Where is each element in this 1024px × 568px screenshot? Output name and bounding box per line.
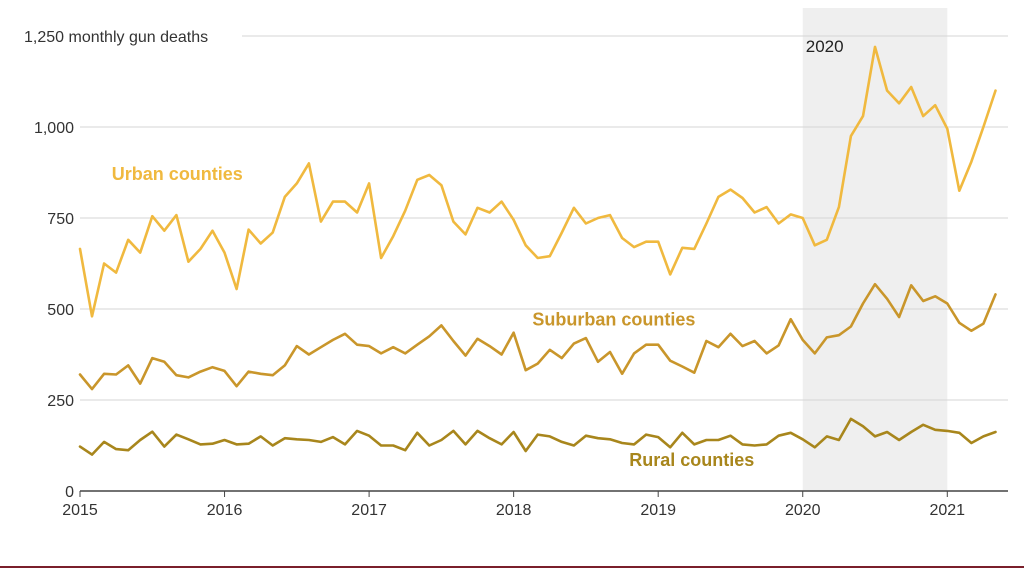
bottom-rule: [0, 566, 1024, 568]
y-axis-tick-labels: 0 250 500 750 1,000 1,250 monthly gun deaths: [24, 29, 208, 501]
series-line-urban-counties: [78, 45, 997, 318]
x-tick-label: 2019: [640, 502, 676, 519]
highlight-band-layer: 2020: [802, 8, 948, 491]
series-label: Suburban counties: [532, 309, 695, 329]
series-label: Rural counties: [629, 450, 754, 470]
x-axis-tick-labels: 2015 2016 2017 2018 2019 2020 2021: [62, 491, 965, 519]
y-tick-label: 750: [47, 211, 74, 228]
x-tick-label: 2016: [207, 502, 243, 519]
series-line-rural-counties: [78, 417, 997, 456]
series-label: Urban counties: [112, 164, 243, 184]
x-tick-label: 2021: [929, 502, 965, 519]
series-line-suburban-counties: [78, 282, 997, 391]
series-lines: [78, 45, 997, 456]
x-tick-label: 2020: [785, 502, 821, 519]
y-tick-label: 250: [47, 393, 74, 410]
highlight-band-label: 2020: [806, 37, 844, 56]
y-tick-label: 0: [65, 484, 74, 501]
y-tick-label: 1,000: [34, 120, 74, 137]
y-tick-label: 500: [47, 302, 74, 319]
x-tick-label: 2018: [496, 502, 532, 519]
x-tick-label: 2015: [62, 502, 98, 519]
gridlines: [80, 35, 1008, 492]
highlight-band-2020: [802, 8, 948, 491]
series-labels: Urban counties Suburban counties Rural cou…: [112, 164, 755, 470]
x-tick-label: 2017: [351, 502, 387, 519]
y-tick-label: 1,250 monthly gun deaths: [24, 29, 208, 46]
